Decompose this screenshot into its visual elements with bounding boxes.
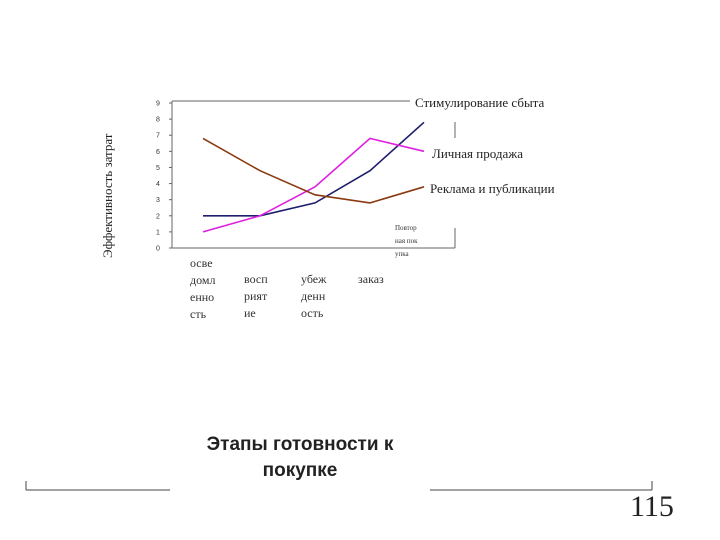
y-tick-label: 3 <box>156 197 160 204</box>
y-tick-label: 9 <box>156 101 160 108</box>
y-axis-label: Эффективность затрат <box>100 133 115 258</box>
chart-legend: Стимулирование сбыта Личная продажа Реклам… <box>415 95 555 196</box>
series-line <box>202 137 425 233</box>
legend-entry: Реклама и публикации <box>430 181 555 196</box>
y-tick-label: 0 <box>156 246 160 253</box>
y-tick-label: 5 <box>156 165 160 172</box>
series-line <box>202 137 425 204</box>
y-tick-label: 2 <box>156 213 160 220</box>
legend-entry: Стимулирование сбыта <box>415 95 545 110</box>
y-tick-label: 4 <box>156 181 160 188</box>
x-category-label: заказ <box>358 272 384 286</box>
x-category-label: убежденность <box>301 272 327 320</box>
legend-entry: Личная продажа <box>432 146 523 161</box>
bottom-frame <box>25 481 653 491</box>
page-number: 115 <box>630 490 674 523</box>
y-tick-label: 6 <box>156 149 160 156</box>
chart-series <box>202 121 425 233</box>
x-axis-title: Этапы готовности к покупке <box>206 434 394 481</box>
x-category-label: осведомленность <box>190 256 216 321</box>
y-ticks: 0 1 2 3 4 5 6 7 8 9 <box>156 101 172 253</box>
y-tick-label: 8 <box>156 117 160 124</box>
x-category-label: Повторная покупка <box>395 224 418 258</box>
x-category-label: восприятие <box>244 272 268 320</box>
y-tick-label: 1 <box>156 229 160 236</box>
chart-axes <box>171 100 456 249</box>
y-tick-label: 7 <box>156 133 160 140</box>
series-line <box>203 121 425 217</box>
